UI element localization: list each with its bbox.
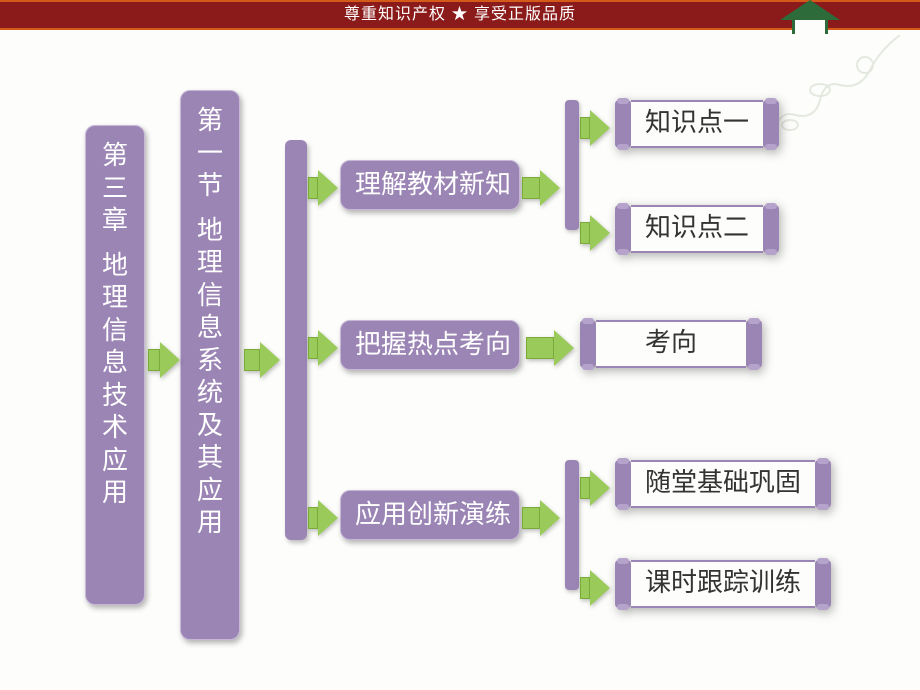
chapter-label: 第三章地理信息技术应用 <box>96 140 134 510</box>
leaf-label: 随堂基础巩固 <box>631 460 815 508</box>
arrow-icon <box>148 342 180 378</box>
leaf-classwork: 随堂基础巩固 <box>615 460 831 508</box>
arrow-icon <box>580 215 610 251</box>
arrow-icon <box>308 500 338 536</box>
leaf-label: 考向 <box>596 320 746 368</box>
arrow-icon <box>526 330 574 366</box>
section-label: 第一节地理信息系统及其应用 <box>191 105 229 540</box>
header-title: 尊重知识产权 ★ 享受正版品质 <box>344 6 576 23</box>
topic-box-exam: 把握热点考向 <box>340 320 520 370</box>
leaf-label: 知识点二 <box>631 205 763 253</box>
arrow-icon <box>244 342 280 378</box>
arrow-icon <box>580 570 610 606</box>
group3-connector <box>565 460 579 590</box>
leaf-label: 课时跟踪训练 <box>631 560 815 608</box>
arrow-icon <box>522 170 560 206</box>
group1-connector <box>565 100 579 230</box>
leaf-direction: 考向 <box>580 320 762 368</box>
chapter-box: 第三章地理信息技术应用 <box>85 125 145 605</box>
topic-box-practice: 应用创新演练 <box>340 490 520 540</box>
level3-connector-bar <box>285 140 307 540</box>
arrow-icon <box>580 110 610 146</box>
header-bar: 尊重知识产权 ★ 享受正版品质 <box>0 0 920 30</box>
leaf-knowledge-1: 知识点一 <box>615 100 779 148</box>
arrow-icon <box>522 500 560 536</box>
arrow-icon <box>580 470 610 506</box>
arrow-icon <box>308 170 338 206</box>
arrow-icon <box>308 330 338 366</box>
flowchart-canvas: 第三章地理信息技术应用 第一节地理信息系统及其应用 理解教材新知 把握热点考向 … <box>0 30 920 690</box>
leaf-knowledge-2: 知识点二 <box>615 205 779 253</box>
leaf-label: 知识点一 <box>631 100 763 148</box>
leaf-tracking: 课时跟踪训练 <box>615 560 831 608</box>
topic-box-understand: 理解教材新知 <box>340 160 520 210</box>
section-box: 第一节地理信息系统及其应用 <box>180 90 240 640</box>
